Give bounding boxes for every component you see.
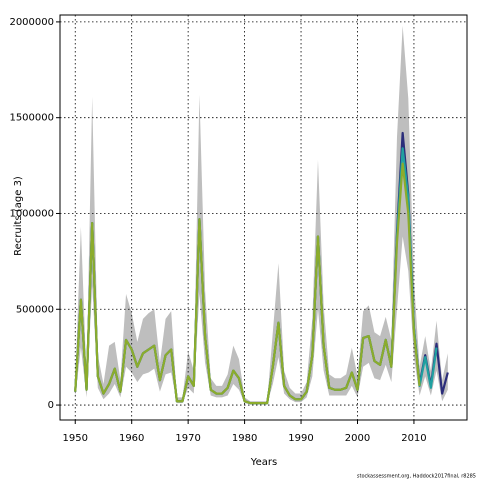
plot-frame [59,14,468,421]
y-axis-label: Recruits (age 3) [13,176,24,256]
x-tick-label: 2010 [401,433,426,444]
x-tick-label: 1960 [119,433,144,444]
x-tick-label: 1980 [232,433,257,444]
y-tick-label: 500000 [16,304,54,315]
y-tick-label: 1500000 [9,113,54,124]
x-tick-label: 1990 [288,433,313,444]
x-tick-label: 2000 [345,433,370,444]
footnote: stockassessment.org, Haddock2017final, r… [357,474,476,480]
series-line [74,162,421,405]
x-axis-label: Years [250,457,277,468]
x-tick-label: 1970 [175,433,200,444]
y-tick-label: 2000000 [9,17,54,28]
confidence-band [75,25,448,405]
x-tick-label: 1950 [63,433,88,444]
y-tick-label: 0 [48,400,54,411]
y-tick-label: 1000000 [9,208,54,219]
